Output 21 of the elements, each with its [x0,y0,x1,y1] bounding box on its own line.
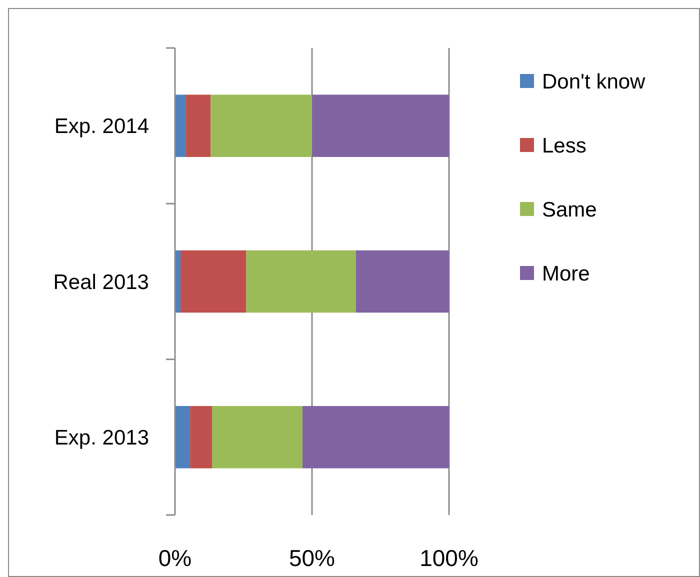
bar [210,94,312,157]
bar [246,250,356,313]
legend-label: More [542,262,590,286]
y-tick-label: Exp. 2014 [54,115,150,138]
x-tick-label: 50% [288,545,336,571]
bar [212,406,302,468]
legend-label: Less [542,134,586,158]
bar [190,406,212,468]
bar [175,94,186,157]
bar [186,94,211,157]
bar [356,250,449,313]
legend-label: Don't know [542,70,646,94]
legend-label: Same [542,198,597,222]
y-tick-label: Real 2013 [53,270,149,294]
bar [312,94,449,157]
x-tick-label: 0% [158,545,192,571]
bar [180,250,246,313]
bar [302,406,449,468]
x-tick-label: 100% [420,545,478,571]
y-tick-label: Exp. 2013 [54,426,149,450]
bar [175,406,190,468]
